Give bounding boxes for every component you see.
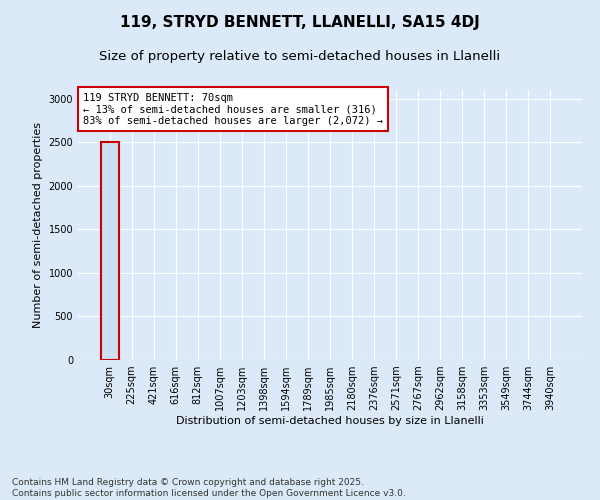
Y-axis label: Number of semi-detached properties: Number of semi-detached properties [33, 122, 43, 328]
Text: Contains HM Land Registry data © Crown copyright and database right 2025.
Contai: Contains HM Land Registry data © Crown c… [12, 478, 406, 498]
Text: 119, STRYD BENNETT, LLANELLI, SA15 4DJ: 119, STRYD BENNETT, LLANELLI, SA15 4DJ [120, 15, 480, 30]
Text: Size of property relative to semi-detached houses in Llanelli: Size of property relative to semi-detach… [100, 50, 500, 63]
Text: 119 STRYD BENNETT: 70sqm
← 13% of semi-detached houses are smaller (316)
83% of : 119 STRYD BENNETT: 70sqm ← 13% of semi-d… [83, 92, 383, 126]
Bar [101, 142, 119, 360]
X-axis label: Distribution of semi-detached houses by size in Llanelli: Distribution of semi-detached houses by … [176, 416, 484, 426]
